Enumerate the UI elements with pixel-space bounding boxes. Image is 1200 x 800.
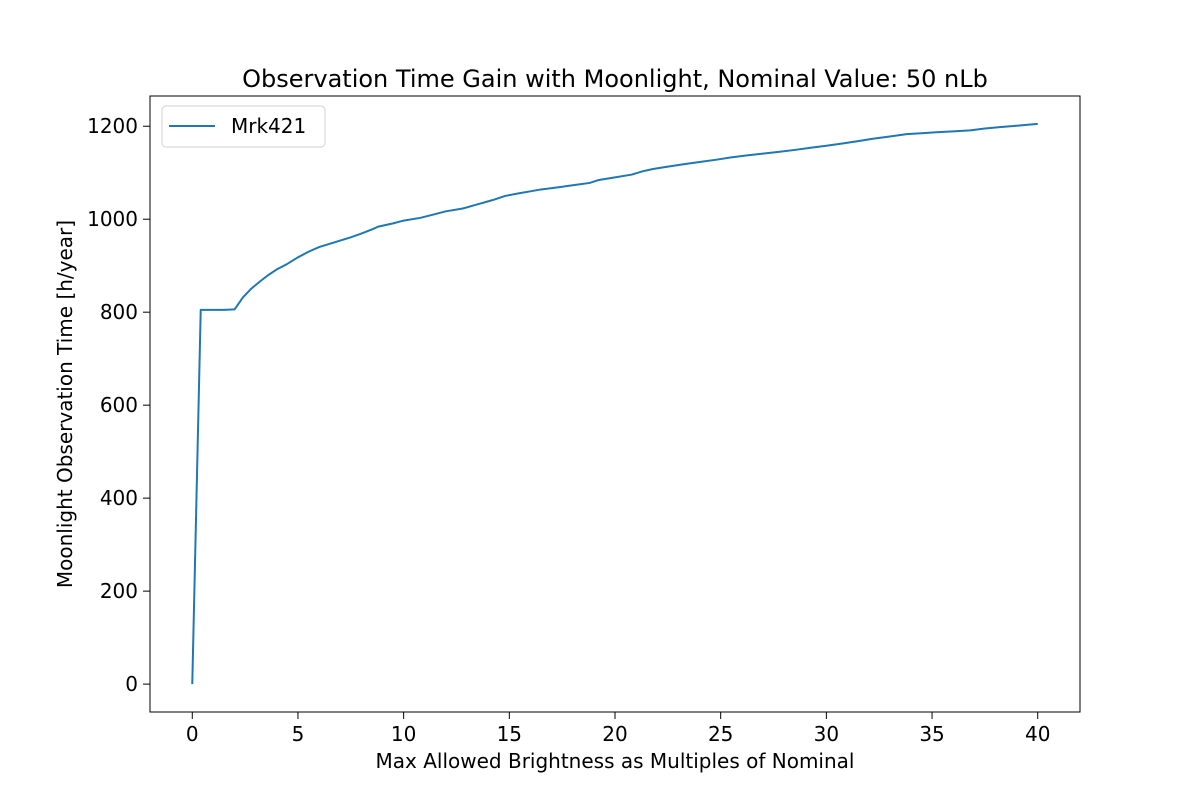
x-tick-label: 20 bbox=[602, 722, 627, 746]
x-tick-label: 40 bbox=[1025, 722, 1050, 746]
x-tick-label: 30 bbox=[814, 722, 839, 746]
series-layer bbox=[191, 122, 1038, 685]
series-line-mrk421 bbox=[191, 122, 1038, 685]
x-axis-label: Max Allowed Brightness as Multiples of N… bbox=[376, 749, 855, 773]
y-tick-label: 600 bbox=[100, 393, 138, 417]
x-tick-label: 5 bbox=[292, 722, 305, 746]
x-tick-label: 25 bbox=[708, 722, 733, 746]
y-tick-label: 1200 bbox=[87, 114, 138, 138]
y-tick-label: 400 bbox=[100, 486, 138, 510]
y-axis-label: Moonlight Observation Time [h/year] bbox=[53, 220, 77, 588]
x-tick-label: 10 bbox=[391, 722, 416, 746]
y-tick-label: 200 bbox=[100, 579, 138, 603]
x-tick-label: 15 bbox=[497, 722, 522, 746]
y-tick-label: 0 bbox=[125, 672, 138, 696]
legend-box bbox=[161, 105, 326, 148]
chart-title: Observation Time Gain with Moonlight, No… bbox=[242, 65, 988, 93]
legend-entry-label: Mrk421 bbox=[231, 114, 306, 138]
plot-area-frame bbox=[149, 95, 1081, 713]
y-axis-ticks: 0 200 400 600 800 1000 1200 bbox=[87, 114, 150, 696]
legend: Mrk421 bbox=[161, 105, 326, 148]
y-tick-label: 800 bbox=[100, 300, 138, 324]
x-tick-label: 0 bbox=[186, 722, 199, 746]
x-axis-ticks: 0 5 10 15 20 25 30 35 40 bbox=[186, 712, 1050, 746]
x-tick-label: 35 bbox=[919, 722, 944, 746]
y-tick-label: 1000 bbox=[87, 207, 138, 231]
